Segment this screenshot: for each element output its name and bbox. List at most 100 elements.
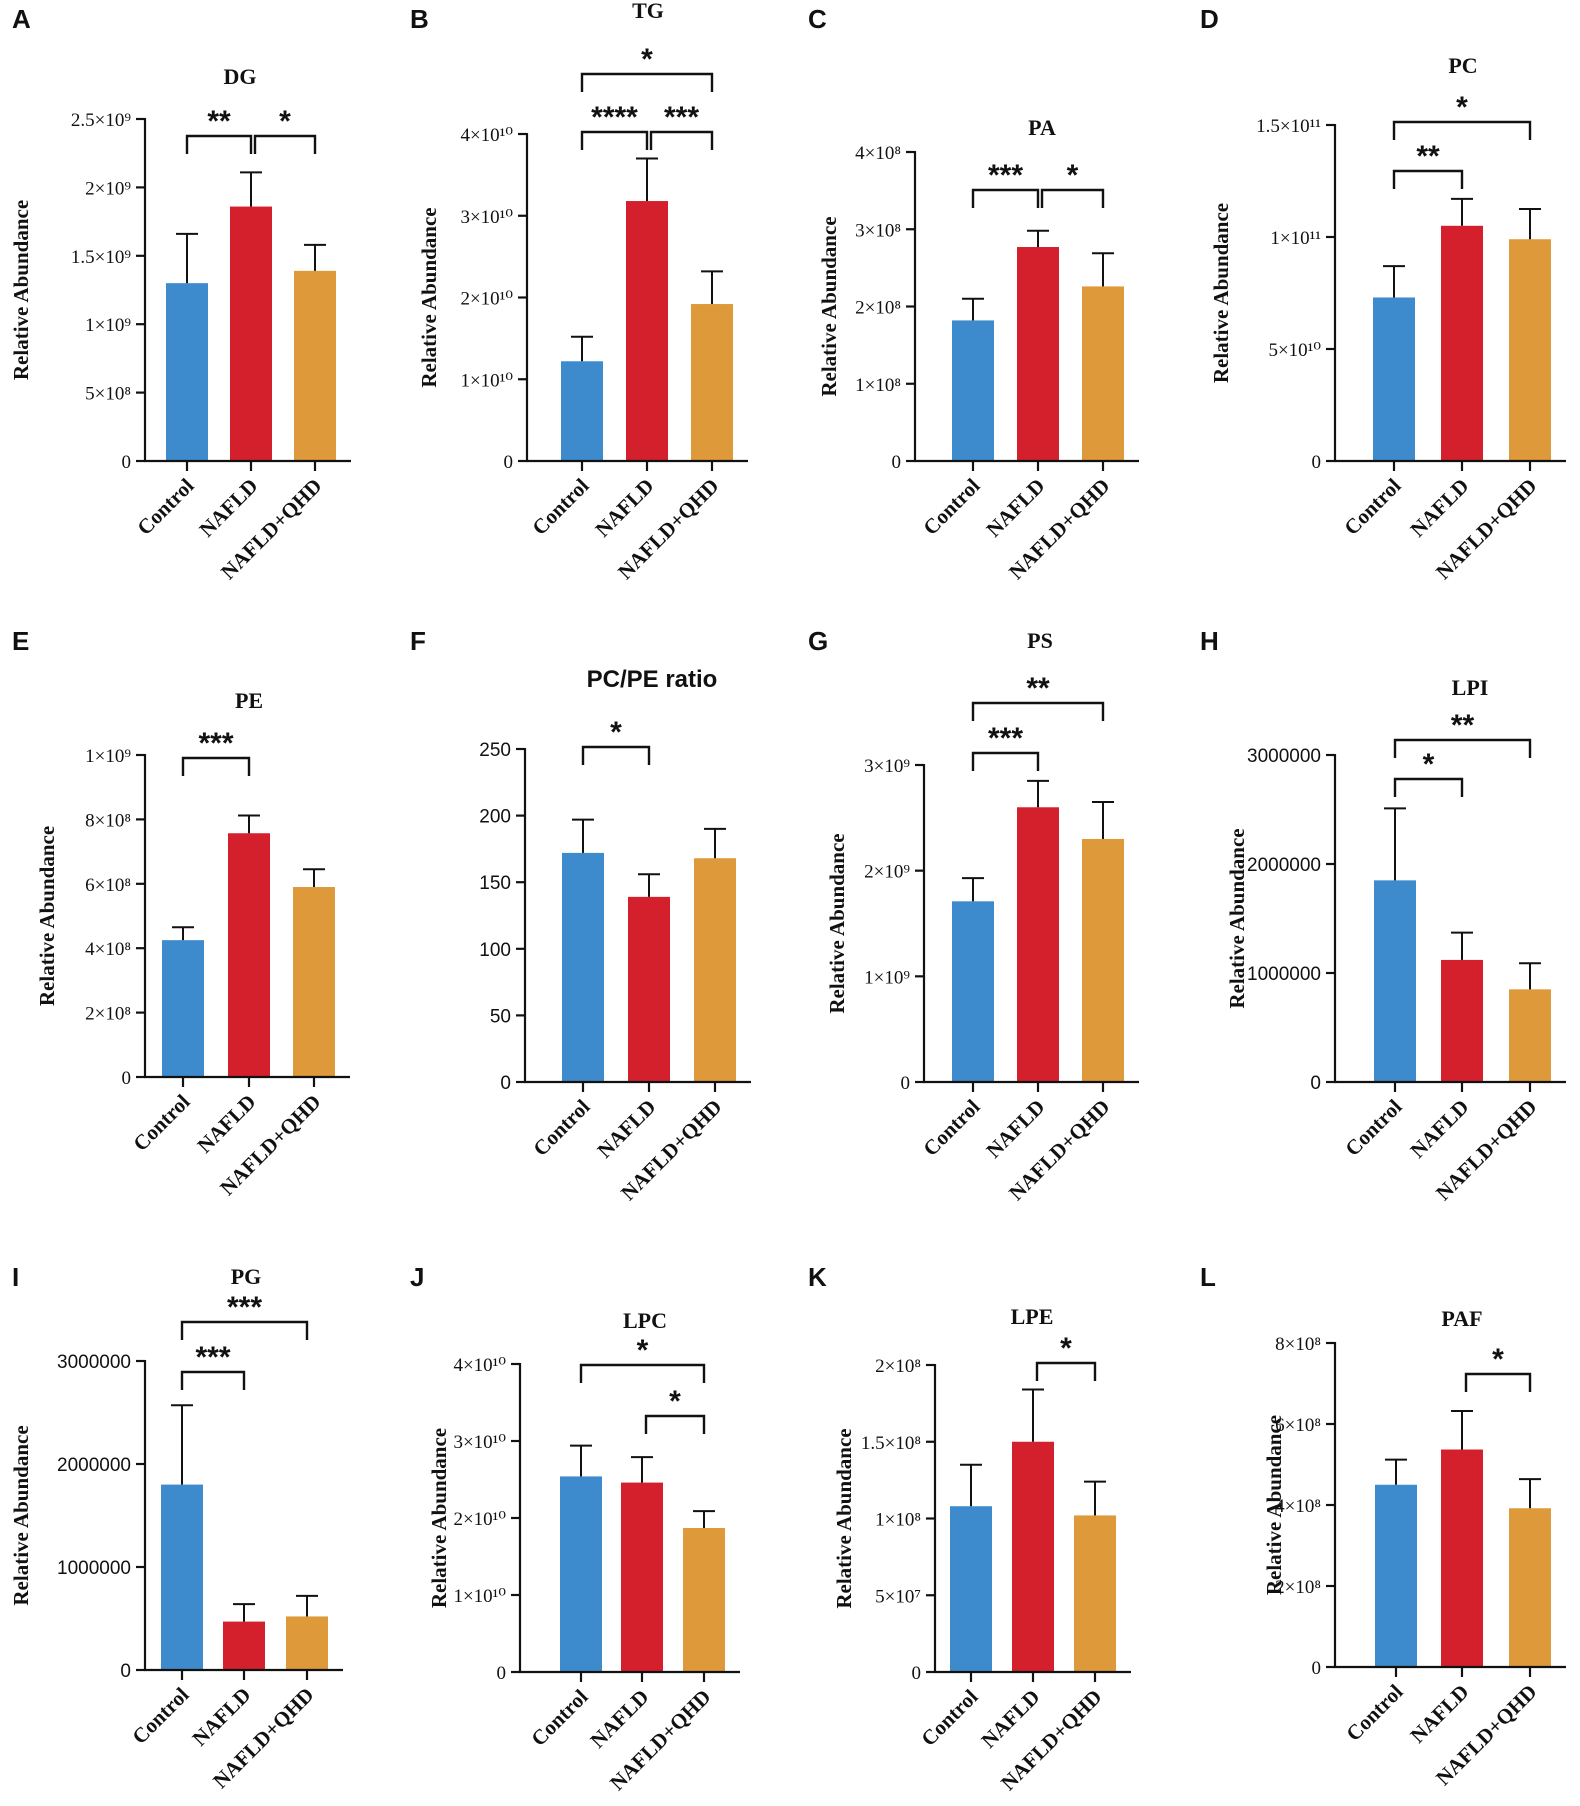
panel-letter: I	[12, 1262, 19, 1292]
x-tick-label: Control	[128, 1089, 194, 1155]
bar-nafld-qhd	[694, 858, 736, 1082]
y-tick-label: 1×10¹⁰	[453, 1586, 506, 1607]
y-tick-label: 0	[1310, 1073, 1321, 1094]
significance-bracket	[1035, 1361, 1097, 1381]
chart-title: PC/PE ratio	[587, 666, 718, 693]
significance-label: **	[1451, 709, 1475, 742]
chart-title: LPI	[1452, 675, 1489, 700]
x-tick-label: Control	[918, 473, 984, 539]
y-tick-label: 5×10¹⁰	[1268, 340, 1321, 361]
panel-j: J LPC Relative Abundance 0 1×10¹⁰ 2×10¹⁰ 3×10¹…	[410, 1262, 740, 1795]
chart-title: DG	[224, 64, 257, 89]
y-tick-label: 1×10⁹	[864, 967, 910, 988]
bar-nafld-qhd	[1082, 286, 1124, 461]
y-tick-label: 50	[490, 1006, 511, 1027]
chart-title: PA	[1028, 115, 1056, 140]
y-tick-label: 200	[479, 807, 511, 828]
bar-control	[162, 940, 204, 1077]
y-tick-label: 0	[504, 452, 514, 473]
significance-bracket	[971, 751, 1040, 771]
y-tick-label: 0	[120, 1661, 131, 1682]
significance-label: **	[1416, 140, 1440, 173]
y-tick-label: 5×10⁸	[85, 384, 131, 405]
chart-title: TG	[632, 0, 664, 23]
y-tick-label: 3000000	[1247, 746, 1321, 767]
significance-label: *	[641, 43, 653, 76]
bar-control	[1375, 1484, 1417, 1667]
y-tick-label: 2×10⁹	[864, 862, 910, 883]
y-tick-label: 2×10⁸	[875, 1356, 921, 1377]
panel-b: B TG Relative Abundance 0 1×10¹⁰ 2×10¹⁰ 3×10¹⁰…	[410, 0, 748, 584]
y-tick-label: 1.5×10⁹	[71, 247, 131, 268]
x-tick-label: Control	[528, 1094, 594, 1160]
significance-label: *	[1492, 1343, 1504, 1376]
y-axis-label: Relative Abundance	[427, 1428, 451, 1608]
y-tick-label: 1.5×10⁸	[861, 1433, 921, 1454]
significance-label: ***	[988, 159, 1023, 192]
y-axis-label: Relative Abundance	[817, 216, 841, 396]
y-tick-label: 3×10¹⁰	[460, 207, 513, 228]
significance-label: **	[207, 105, 231, 138]
y-tick-label: 1000000	[57, 1558, 131, 1579]
y-tick-label: 4×10⁸	[1275, 1496, 1321, 1517]
y-tick-label: 100	[479, 940, 511, 961]
significance-bracket	[180, 1320, 309, 1340]
y-tick-label: 0	[497, 1663, 507, 1684]
y-tick-label: 0	[500, 1073, 511, 1094]
y-tick-label: 2×10⁹	[85, 178, 131, 199]
bar-nafld-qhd	[1082, 838, 1124, 1082]
y-tick-label: 4×10¹⁰	[453, 1355, 506, 1376]
y-tick-label: 6×10⁸	[85, 875, 131, 896]
y-tick-label: 1×10⁸	[855, 375, 901, 396]
x-tick-label: Control	[918, 1094, 984, 1160]
significance-label: ****	[591, 101, 638, 134]
y-tick-label: 2×10⁸	[85, 1004, 131, 1025]
y-tick-label: 1×10¹¹	[1270, 228, 1321, 249]
chart-title: PE	[235, 688, 263, 713]
x-tick-label: Control	[1340, 1094, 1406, 1160]
y-tick-label: 1000000	[1247, 964, 1321, 985]
panel-letter: B	[410, 4, 429, 34]
significance-bracket	[180, 1370, 246, 1390]
panel-a: A DG Relative Abundance 0 5×10⁸ 1×10⁹ 1.5×10⁹ 2…	[9, 4, 351, 584]
significance-bracket	[644, 1414, 706, 1434]
bar-nafld	[1441, 1449, 1483, 1667]
bar-nafld	[230, 206, 272, 461]
y-axis-label: Relative Abundance	[9, 200, 33, 380]
x-tick-label: Control	[526, 1684, 592, 1750]
bar-nafld-qhd	[1509, 1508, 1551, 1667]
significance-bracket	[1393, 777, 1464, 797]
panel-i: I PG Relative Abundance 0 1000000 2000000 3000…	[9, 1262, 343, 1793]
y-tick-label: 2000000	[57, 1455, 131, 1476]
bar-nafld	[1441, 959, 1483, 1082]
significance-label: *	[637, 1334, 649, 1367]
y-tick-label: 5×10⁷	[875, 1586, 921, 1607]
bar-nafld-qhd	[1074, 1515, 1116, 1672]
panel-c: C PA Relative Abundance 0 1×10⁸ 2×10⁸ 3×10⁸ 4×1…	[808, 4, 1139, 584]
significance-bracket	[971, 701, 1105, 721]
bar-nafld	[628, 896, 670, 1082]
y-tick-label: 1×10⁹	[85, 315, 131, 336]
significance-label: **	[1026, 672, 1050, 705]
significance-bracket	[181, 756, 251, 776]
panel-letter: G	[808, 626, 828, 656]
panel-letter: F	[410, 626, 426, 656]
panel-letter: L	[1200, 1262, 1216, 1292]
y-axis-label: Relative Abundance	[35, 826, 59, 1006]
panel-letter: H	[1200, 626, 1219, 656]
significance-bracket	[579, 1363, 706, 1383]
y-axis-label: Relative Abundance	[1209, 203, 1233, 383]
y-axis-label: Relative Abundance	[832, 1428, 856, 1608]
x-tick-label: Control	[132, 473, 198, 539]
bar-control	[562, 852, 604, 1082]
y-tick-label: 1.5×10¹¹	[1256, 116, 1321, 137]
significance-label: *	[1067, 159, 1079, 192]
chart-title: LPC	[623, 1308, 667, 1333]
y-tick-label: 3×10¹⁰	[453, 1432, 506, 1453]
y-tick-label: 1×10⁹	[85, 746, 131, 767]
significance-bracket	[1392, 169, 1464, 189]
panel-f: FPC/PE ratio050100150200250ControlNAFLDN…	[410, 626, 751, 1205]
panel-letter: D	[1200, 4, 1219, 34]
significance-label: *	[1456, 91, 1468, 124]
bar-control	[166, 283, 208, 461]
